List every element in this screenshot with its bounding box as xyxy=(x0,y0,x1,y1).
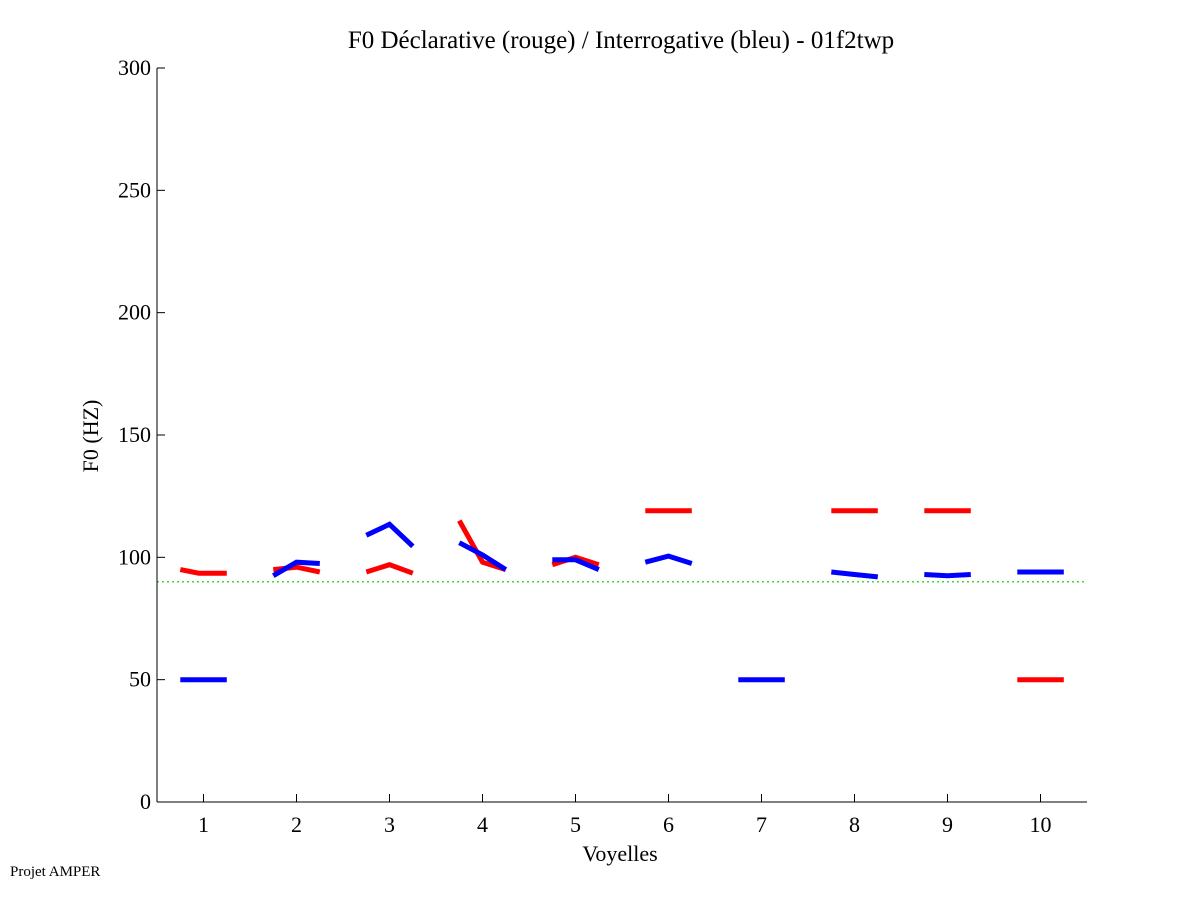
x-tick-label: 10 xyxy=(1030,812,1052,837)
axes-layer: 0 50 100 150 200 250 300 1 2 3 4 5 6 7 8 9 10 xyxy=(118,55,1087,837)
x-tick-label: 8 xyxy=(849,812,860,837)
interrogative-segment-vowel-5 xyxy=(552,557,600,572)
y-tick-label: 200 xyxy=(118,300,151,325)
interrogative-segment-vowel-2 xyxy=(272,559,320,578)
x-tick-label: 1 xyxy=(198,812,209,837)
y-tick-label: 300 xyxy=(118,55,151,80)
interrogative-segment-vowel-3 xyxy=(365,521,415,549)
series-layer xyxy=(179,508,1064,683)
x-tick-label: 3 xyxy=(384,812,395,837)
x-tick-label: 9 xyxy=(942,812,953,837)
x-tick-label: 2 xyxy=(291,812,302,837)
interrogative-segment-vowel-8 xyxy=(831,569,879,580)
y-tick-label: 250 xyxy=(118,177,151,202)
y-axis-label: F0 (HZ) xyxy=(78,400,103,473)
y-tick-label: 100 xyxy=(118,544,151,569)
interrogative-segment-vowel-6 xyxy=(644,553,693,566)
credit-label: Projet AMPER xyxy=(10,864,101,880)
y-tick-label: 0 xyxy=(140,789,151,814)
declarative-segment-vowel-1 xyxy=(179,567,227,576)
x-tick-label: 4 xyxy=(477,812,488,837)
x-tick-label: 5 xyxy=(570,812,581,837)
interrogative-segment-vowel-4 xyxy=(458,540,508,572)
declarative-segment-vowel-3 xyxy=(365,562,414,576)
x-tick-label: 6 xyxy=(663,812,674,837)
chart-title: F0 Déclarative (rouge) / Interrogative (… xyxy=(348,27,894,54)
x-axis-label: Voyelles xyxy=(582,841,657,866)
y-tick-label: 50 xyxy=(129,667,151,692)
y-tick-label: 150 xyxy=(118,422,151,447)
x-tick-label: 7 xyxy=(756,812,767,837)
interrogative-segment-vowel-9 xyxy=(924,572,971,579)
